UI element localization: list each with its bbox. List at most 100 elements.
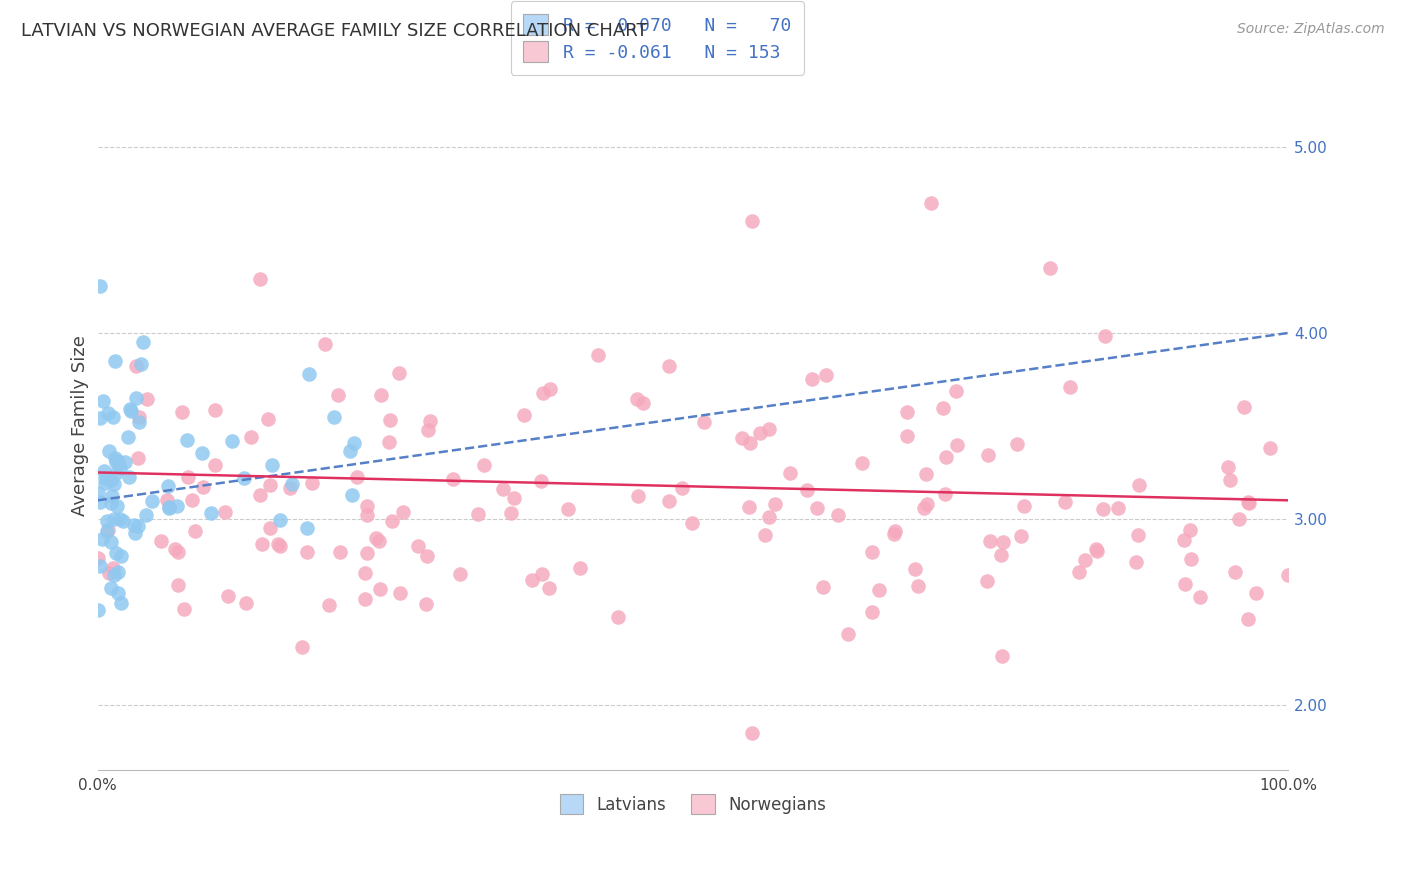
Point xyxy=(586,348,609,362)
Point xyxy=(156,492,179,507)
Point xyxy=(377,434,399,449)
Point xyxy=(1236,612,1258,626)
Point xyxy=(97,566,120,581)
Point xyxy=(157,500,180,514)
Point xyxy=(1128,478,1150,492)
Point xyxy=(131,335,153,350)
Point xyxy=(779,466,801,480)
Point xyxy=(124,359,146,373)
Y-axis label: Average Family Size: Average Family Size xyxy=(72,335,89,516)
Point xyxy=(103,568,125,582)
Point xyxy=(912,500,935,515)
Point xyxy=(356,508,378,523)
Point xyxy=(851,457,873,471)
Point xyxy=(94,471,117,485)
Point xyxy=(1180,552,1202,566)
Point xyxy=(1074,552,1097,566)
Point xyxy=(1039,260,1062,275)
Point xyxy=(758,510,780,524)
Point xyxy=(118,469,141,483)
Point xyxy=(914,467,936,481)
Point xyxy=(991,648,1014,663)
Point xyxy=(89,411,111,425)
Point xyxy=(1216,459,1239,474)
Point xyxy=(141,493,163,508)
Point xyxy=(97,444,120,458)
Point xyxy=(806,500,828,515)
Point xyxy=(501,506,523,520)
Point xyxy=(354,566,377,581)
Point xyxy=(103,512,125,526)
Point xyxy=(860,545,883,559)
Point xyxy=(149,534,172,549)
Point xyxy=(896,428,918,442)
Point xyxy=(190,446,212,460)
Point xyxy=(1012,499,1035,513)
Point xyxy=(177,469,200,483)
Point xyxy=(259,478,281,492)
Point xyxy=(257,412,280,426)
Point xyxy=(117,430,139,444)
Point xyxy=(136,392,159,406)
Point xyxy=(1260,441,1282,455)
Point xyxy=(503,491,526,505)
Point xyxy=(1084,542,1107,557)
Point xyxy=(97,406,120,420)
Text: LATVIAN VS NORWEGIAN AVERAGE FAMILY SIZE CORRELATION CHART: LATVIAN VS NORWEGIAN AVERAGE FAMILY SIZE… xyxy=(21,22,648,40)
Point xyxy=(291,640,314,654)
Point xyxy=(658,359,681,374)
Point xyxy=(801,372,824,386)
Point xyxy=(340,488,363,502)
Point xyxy=(110,549,132,563)
Point xyxy=(318,599,340,613)
Point xyxy=(993,535,1015,549)
Point xyxy=(920,195,942,210)
Point xyxy=(128,415,150,429)
Point xyxy=(569,561,592,575)
Point xyxy=(1092,502,1115,516)
Point xyxy=(301,475,323,490)
Point xyxy=(368,533,391,548)
Point xyxy=(381,514,404,528)
Point xyxy=(157,479,180,493)
Point xyxy=(326,388,349,402)
Point xyxy=(932,401,955,416)
Point xyxy=(1173,533,1195,547)
Point xyxy=(530,474,553,488)
Point xyxy=(370,582,392,596)
Point xyxy=(128,409,150,424)
Point xyxy=(693,415,716,429)
Text: Source: ZipAtlas.com: Source: ZipAtlas.com xyxy=(1237,22,1385,37)
Point xyxy=(1054,495,1077,509)
Point xyxy=(976,574,998,588)
Point xyxy=(125,391,148,405)
Point xyxy=(343,436,366,450)
Point xyxy=(108,460,131,475)
Point xyxy=(1277,567,1299,582)
Point xyxy=(388,367,411,381)
Point xyxy=(378,413,401,427)
Point xyxy=(346,470,368,484)
Point xyxy=(513,408,536,422)
Point xyxy=(557,502,579,516)
Point xyxy=(811,581,834,595)
Point xyxy=(181,493,204,508)
Point xyxy=(903,562,925,576)
Point xyxy=(1219,473,1241,487)
Point xyxy=(1059,379,1081,393)
Point xyxy=(93,464,115,478)
Point xyxy=(837,626,859,640)
Point xyxy=(124,526,146,541)
Point xyxy=(157,500,180,515)
Point xyxy=(107,565,129,579)
Point xyxy=(449,566,471,581)
Point xyxy=(108,512,131,526)
Point xyxy=(868,582,890,597)
Point xyxy=(763,497,786,511)
Point xyxy=(915,497,938,511)
Point xyxy=(221,434,243,448)
Point xyxy=(103,561,125,575)
Point xyxy=(883,524,905,538)
Point xyxy=(93,394,115,409)
Point xyxy=(979,533,1001,548)
